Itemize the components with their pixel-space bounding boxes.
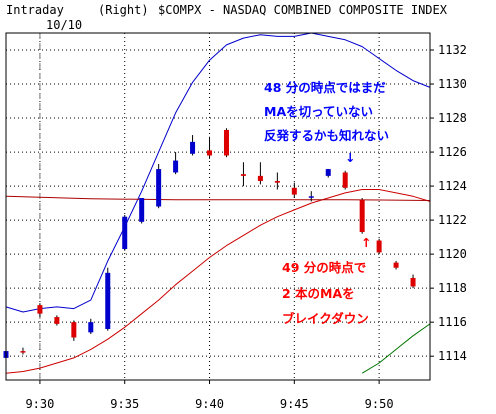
red-note-line-1: 49 分の時点で (282, 260, 366, 275)
y-tick-label: 1114 (438, 349, 467, 363)
candle-body-up (325, 169, 331, 176)
candle-body-up (122, 216, 128, 250)
candle (257, 162, 263, 185)
y-tick-label: 1118 (438, 281, 467, 295)
blue-note-line-1: 48 分の時点ではまだ (264, 80, 386, 95)
plot-frame (5, 32, 431, 381)
candle (156, 163, 162, 209)
candle (207, 136, 213, 159)
y-tick-label: 1122 (438, 213, 467, 227)
y-tick-label: 1130 (438, 77, 467, 91)
candle (410, 274, 416, 289)
y-tick-label: 1132 (438, 43, 467, 57)
candle (274, 172, 280, 190)
candle-body-up (139, 197, 145, 222)
candle-body-down (240, 174, 246, 176)
blue-note-line-2: MAを切っていない (264, 104, 373, 119)
lines-layer (5, 32, 431, 374)
candle-body-down (71, 322, 77, 338)
candle-body-up (173, 160, 179, 173)
x-tick-label: 9:35 (110, 397, 139, 411)
candle (71, 320, 77, 341)
y-tick-label: 1116 (438, 315, 467, 329)
candle-body-down (37, 305, 43, 314)
candle-body-up (190, 141, 196, 154)
blue-arrow: ↓ (345, 150, 355, 165)
grid-layer (6, 33, 430, 380)
candle (54, 315, 60, 326)
candle (376, 238, 382, 255)
candle (88, 318, 94, 335)
candle-body-down (274, 180, 280, 183)
candle-body-down (359, 199, 365, 233)
candle (139, 197, 145, 224)
candle-body-down (54, 317, 60, 324)
candle-body-down (20, 351, 26, 353)
candle (393, 260, 399, 270)
candle (342, 170, 348, 190)
y-tick-label: 1124 (438, 179, 467, 193)
candle (20, 347, 26, 355)
red-annotation: ↑ 49 分の時点で 2 本のMAを ブレイクダウン (282, 235, 371, 326)
red-note-line-2: 2 本のMAを (282, 286, 355, 301)
candle-body-up (105, 272, 111, 329)
candles-layer (3, 128, 416, 360)
candle (240, 162, 246, 187)
candle (325, 169, 331, 178)
date-marker-label: 10/10 (46, 18, 82, 32)
candle-body-down (393, 262, 399, 268)
candle-body-down (410, 277, 416, 287)
y-tick-label: 1128 (438, 111, 467, 125)
y-tick-label: 1120 (438, 247, 467, 261)
red-arrow: ↑ (361, 235, 371, 250)
candle-body-down (291, 187, 297, 195)
red-note-line-3: ブレイクダウン (282, 311, 369, 326)
candle (190, 135, 196, 156)
candle (223, 128, 229, 158)
candle-body-down (257, 175, 263, 181)
candle (308, 191, 314, 202)
x-tick-label: 9:50 (365, 397, 394, 411)
x-tick-label: 9:40 (195, 397, 224, 411)
flat-line (5, 195, 431, 201)
blue-annotation: 48 分の時点ではまだ MAを切っていない 反発するかも知れない ↓ (264, 80, 389, 165)
red-line (5, 189, 431, 374)
candle (173, 152, 179, 175)
x-tick-label: 9:45 (280, 397, 309, 411)
candle (291, 182, 297, 198)
blue-line (5, 32, 431, 313)
candle-body-up (88, 322, 94, 333)
candle-body-up (156, 169, 162, 207)
candle-body-down (376, 240, 382, 253)
candle (105, 267, 111, 331)
green-line (361, 323, 431, 374)
candle-body-down (223, 129, 229, 156)
candle-body-down (207, 150, 213, 156)
x-tick-label: 9:30 (25, 397, 54, 411)
blue-note-line-3: 反発するかも知れない (264, 128, 389, 143)
candle (37, 303, 43, 318)
y-tick-label: 1126 (438, 145, 467, 159)
candle (122, 215, 128, 251)
intraday-label: Intraday (6, 3, 64, 17)
ticks-layer: 1114 1116 1118 1120 1122 1124 1126 1128 1130 1132… (25, 43, 466, 411)
candle (359, 197, 365, 234)
axis-side-label: (Right) (98, 3, 149, 17)
candle-body-up (308, 196, 314, 198)
candle-body-down (342, 172, 348, 188)
chart-title: $COMPX - NASDAQ COMBINED COMPOSITE INDEX (158, 3, 448, 17)
